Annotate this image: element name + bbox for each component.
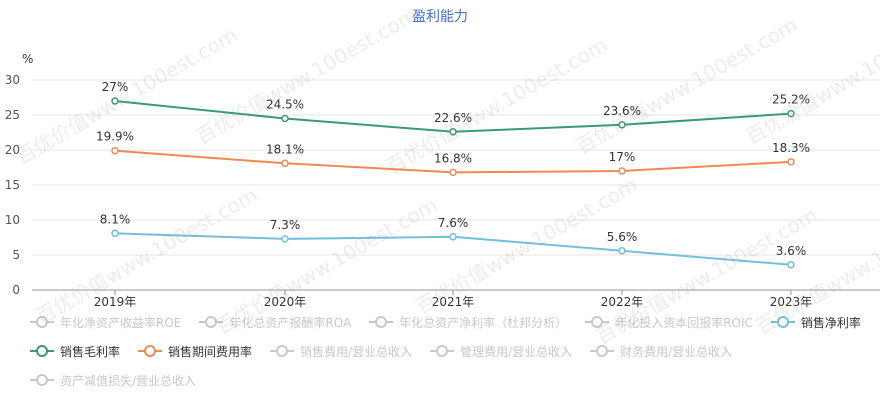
data-label: 19.9% [96,130,134,144]
data-label: 24.5% [266,98,304,112]
series-expense-ratio: 19.9% 18.1% 16.8% 17% 18.3% [96,130,810,177]
legend-label: 年化总资产报酬率ROA [229,315,352,330]
data-point[interactable] [787,109,795,118]
x-tick-label: 2023年 [770,295,813,309]
data-point[interactable] [449,168,457,177]
legend-item[interactable]: 销售期间费用率 [138,341,252,361]
y-tick-label: 0 [12,283,20,297]
data-label: 3.6% [776,244,807,258]
data-label: 22.6% [434,111,472,125]
chart-legend: 年化净资产收益率ROE 年化总资产报酬率ROA 年化总资产净利率（杜邦分析） 年化投入… [30,312,870,390]
legend-marker-icon [30,345,54,357]
legend-marker-icon [585,316,610,328]
y-tick-label: 25 [5,108,20,122]
legend-label: 年化净资产收益率ROE [60,315,182,330]
data-label: 8.1% [100,212,131,226]
legend-label: 年化总资产净利率（杜邦分析） [399,315,568,330]
data-point[interactable] [281,114,289,123]
data-label: 5.6% [607,230,638,244]
data-point[interactable] [618,167,626,175]
data-label: 16.8% [434,151,472,165]
legend-marker-icon [430,345,455,357]
legend-marker-icon [30,316,54,328]
data-point[interactable] [281,235,289,243]
legend-marker-icon [199,316,224,328]
data-point[interactable] [111,97,119,105]
legend-item[interactable]: 管理费用/营业总收入 [430,341,572,361]
legend-label: 财务费用/营业总收入 [620,344,733,359]
series-layer: 27% 24.5% 22.6% 23.6% 25.2% 19.9% 18.1% 16.8% 17… [96,80,810,269]
data-point[interactable] [787,261,795,269]
data-label: 23.6% [603,104,641,118]
y-tick-label: 15 [5,178,20,192]
chart-plot: 盈利能力 % 0 5 10 15 20 25 30 2019年 2020年 2021年 2022年 2… [5,9,880,309]
x-tick-label: 2021年 [432,295,475,309]
legend-item[interactable]: 年化净资产收益率ROE [30,312,181,332]
data-point[interactable] [281,159,289,168]
y-axis-unit: % [22,52,33,66]
x-tick-label: 2022年 [601,295,644,309]
data-point[interactable] [111,146,119,155]
data-point[interactable] [449,233,457,241]
data-point[interactable] [111,229,119,238]
legend-item[interactable]: 销售净利率 [770,312,861,332]
legend-item[interactable]: 年化总资产净利率（杜邦分析） [369,312,567,332]
legend-item[interactable]: 资产减值损失/营业总收入 [30,370,196,390]
data-label: 25.2% [772,93,810,107]
axis-layer: 0 5 10 15 20 25 30 2019年 2020年 2021年 2022年 2023年 [5,73,880,309]
y-tick-label: 5 [12,248,20,262]
legend-marker-icon [30,374,54,386]
legend-label: 资产减值损失/营业总收入 [60,373,197,388]
y-tick-label: 10 [5,213,20,227]
legend-item[interactable]: 销售毛利率 [30,341,120,361]
legend-marker-icon [270,345,295,357]
legend-marker-icon [590,345,615,357]
legend-item[interactable]: 财务费用/营业总收入 [590,341,732,361]
data-label: 18.3% [772,141,810,155]
data-point[interactable] [618,247,626,255]
data-label: 27% [102,80,129,94]
legend-label: 销售净利率 [800,315,861,330]
y-tick-label: 30 [5,73,20,87]
data-label: 17% [609,150,636,164]
legend-label: 销售费用/营业总收入 [300,344,413,359]
legend-label: 年化投入资本回报率ROIC [615,315,753,330]
x-tick-label: 2019年 [94,295,137,309]
legend-item[interactable]: 年化总资产报酬率ROA [199,312,351,332]
chart-title: 盈利能力 [412,9,468,25]
grid-layer [32,79,880,256]
legend-item[interactable]: 销售费用/营业总收入 [270,341,412,361]
x-tick-label: 2020年 [264,295,307,309]
legend-label: 销售毛利率 [60,344,121,359]
data-label: 7.6% [438,216,469,230]
data-point[interactable] [449,128,457,136]
legend-marker-icon [770,316,795,328]
legend-marker-icon [138,345,163,357]
y-tick-label: 20 [5,143,20,157]
data-point[interactable] [787,158,795,166]
data-label: 7.3% [270,218,301,232]
series-gross-margin: 27% 24.5% 22.6% 23.6% 25.2% [102,80,810,136]
legend-label: 销售期间费用率 [168,344,253,359]
legend-label: 管理费用/营业总收入 [460,344,573,359]
legend-item[interactable]: 年化投入资本回报率ROIC [585,312,753,332]
data-point[interactable] [618,121,626,129]
series-net-margin: 8.1% 7.3% 7.6% 5.6% 3.6% [100,212,807,269]
data-label: 18.1% [266,142,304,156]
legend-marker-icon [369,316,394,328]
